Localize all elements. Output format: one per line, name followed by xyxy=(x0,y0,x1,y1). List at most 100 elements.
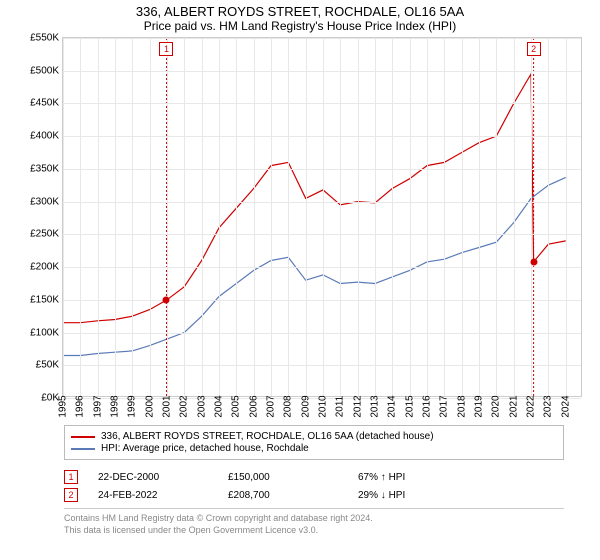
legend-item: HPI: Average price, detached house, Roch… xyxy=(71,443,557,454)
grid-line-v xyxy=(184,38,185,396)
legend-label: HPI: Average price, detached house, Roch… xyxy=(101,443,309,454)
y-axis-label: £400K xyxy=(27,131,59,142)
grid-line-v xyxy=(167,38,168,396)
grid-line-v xyxy=(375,38,376,396)
x-axis-label: 2007 xyxy=(266,395,277,417)
grid-line-v xyxy=(514,38,515,396)
info-row: 2 24-FEB-2022 £208,700 29% ↓ HPI xyxy=(64,486,564,504)
grid-line-h xyxy=(63,71,581,72)
legend-swatch xyxy=(71,448,95,450)
grid-line-v xyxy=(254,38,255,396)
grid-line-v xyxy=(496,38,497,396)
y-axis-label: £450K xyxy=(27,98,59,109)
footer-line: This data is licensed under the Open Gov… xyxy=(64,525,590,537)
info-date: 24-FEB-2022 xyxy=(98,490,208,501)
grid-line-v xyxy=(63,38,64,396)
grid-line-h xyxy=(63,136,581,137)
x-axis-label: 2000 xyxy=(144,395,155,417)
x-axis-label: 2017 xyxy=(439,395,450,417)
grid-line-v xyxy=(479,38,480,396)
grid-line-h xyxy=(63,333,581,334)
x-axis-label: 2012 xyxy=(352,395,363,417)
footer-line: Contains HM Land Registry data © Crown c… xyxy=(64,513,590,525)
chart-title: 336, ALBERT ROYDS STREET, ROCHDALE, OL16… xyxy=(10,4,590,19)
y-axis-label: £200K xyxy=(27,262,59,273)
x-axis-label: 2005 xyxy=(231,395,242,417)
grid-line-v xyxy=(340,38,341,396)
x-axis-label: 2014 xyxy=(387,395,398,417)
grid-line-v xyxy=(566,38,567,396)
info-date: 22-DEC-2000 xyxy=(98,472,208,483)
grid-line-h xyxy=(63,365,581,366)
x-axis-label: 1997 xyxy=(92,395,103,417)
x-axis-label: 2019 xyxy=(474,395,485,417)
info-marker-box: 2 xyxy=(64,488,78,502)
grid-line-v xyxy=(410,38,411,396)
grid-line-h xyxy=(63,234,581,235)
x-axis-label: 1998 xyxy=(110,395,121,417)
grid-line-v xyxy=(236,38,237,396)
grid-line-h xyxy=(63,300,581,301)
grid-line-v xyxy=(323,38,324,396)
y-axis-label: £100K xyxy=(27,327,59,338)
info-price: £208,700 xyxy=(228,490,338,501)
x-axis-label: 2001 xyxy=(162,395,173,417)
x-axis-label: 2018 xyxy=(456,395,467,417)
grid-line-v xyxy=(98,38,99,396)
x-axis-label: 2008 xyxy=(283,395,294,417)
grid-line-v xyxy=(115,38,116,396)
grid-line-v xyxy=(202,38,203,396)
x-axis-label: 2013 xyxy=(370,395,381,417)
x-axis-label: 2006 xyxy=(248,395,259,417)
x-axis-label: 2011 xyxy=(335,396,346,418)
marker-dot-2 xyxy=(530,258,537,265)
info-row: 122-DEC-2000£150,00067% ↑ HPI xyxy=(64,468,564,486)
chart-area: £0K£50K£100K£150K£200K£250K£300K£350K£40… xyxy=(28,37,588,417)
legend-item: 336, ALBERT ROYDS STREET, ROCHDALE, OL16… xyxy=(71,431,557,442)
grid-line-h xyxy=(63,267,581,268)
y-axis-label: £0K xyxy=(27,393,59,404)
grid-line-h xyxy=(63,38,581,39)
plot: £0K£50K£100K£150K£200K£250K£300K£350K£40… xyxy=(62,37,582,397)
grid-line-h xyxy=(63,169,581,170)
marker-box-2: 2 xyxy=(527,42,541,56)
x-axis-label: 2023 xyxy=(543,395,554,417)
grid-line-v xyxy=(531,38,532,396)
chart-subtitle: Price paid vs. HM Land Registry's House … xyxy=(10,19,590,33)
x-axis-label: 2010 xyxy=(318,395,329,417)
grid-line-v xyxy=(548,38,549,396)
y-axis-label: £150K xyxy=(27,294,59,305)
series-property xyxy=(63,74,566,323)
grid-line-v xyxy=(444,38,445,396)
x-axis-label: 2004 xyxy=(214,395,225,417)
x-axis-label: 2024 xyxy=(560,395,571,417)
footer: Contains HM Land Registry data © Crown c… xyxy=(64,513,590,536)
grid-line-v xyxy=(306,38,307,396)
y-axis-label: £350K xyxy=(27,163,59,174)
grid-line-v xyxy=(392,38,393,396)
y-axis-label: £500K xyxy=(27,65,59,76)
info-price: £150,000 xyxy=(228,472,338,483)
grid-line-v xyxy=(288,38,289,396)
grid-line-v xyxy=(358,38,359,396)
grid-line-v xyxy=(132,38,133,396)
grid-line-v xyxy=(219,38,220,396)
grid-line-v xyxy=(427,38,428,396)
info-delta: 29% ↓ HPI xyxy=(358,490,468,501)
grid-line-v xyxy=(462,38,463,396)
grid-line-h xyxy=(63,202,581,203)
x-axis-label: 2009 xyxy=(300,395,311,417)
x-axis-label: 1999 xyxy=(127,395,138,417)
y-axis-label: £300K xyxy=(27,196,59,207)
legend: 336, ALBERT ROYDS STREET, ROCHDALE, OL16… xyxy=(64,425,564,460)
x-axis-label: 2003 xyxy=(196,395,207,417)
x-axis-label: 2021 xyxy=(508,395,519,417)
info-delta: 67% ↑ HPI xyxy=(358,472,468,483)
grid-line-v xyxy=(271,38,272,396)
grid-line-v xyxy=(80,38,81,396)
x-axis-label: 1995 xyxy=(58,395,69,417)
x-axis-label: 2020 xyxy=(491,395,502,417)
legend-label: 336, ALBERT ROYDS STREET, ROCHDALE, OL16… xyxy=(101,431,434,442)
grid-line-v xyxy=(150,38,151,396)
grid-line-h xyxy=(63,103,581,104)
